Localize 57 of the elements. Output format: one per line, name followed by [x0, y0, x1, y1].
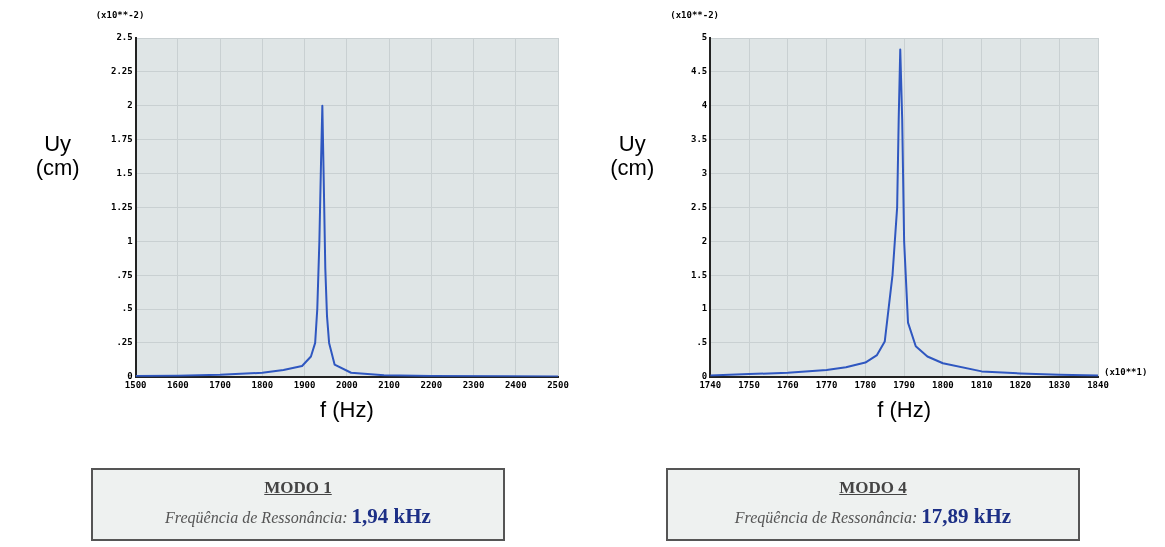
x-tick-label: 2400 [504, 379, 527, 390]
y-tick-label: 2 [127, 100, 133, 111]
y-axis-title: Uy (cm) [610, 131, 655, 181]
y-tick-label: .75 [116, 269, 133, 280]
y-tick-label: 4.5 [690, 66, 708, 77]
y-tick-label: 0 [701, 371, 708, 382]
text: MODO 4 [838, 478, 908, 498]
text: Freqüência de Ressonância: [734, 509, 918, 526]
x-tick-label: 1780 [854, 379, 877, 390]
x-tick-label: 1900 [293, 379, 316, 390]
text: (x10**1) [1104, 367, 1148, 378]
x-tick-label: 1830 [1048, 379, 1071, 390]
text: 17,89 kHz [921, 504, 1012, 528]
x-tick-label: 1600 [167, 379, 189, 390]
x-tick-label: 1840 [1087, 379, 1109, 390]
x-tick-label: 1770 [815, 379, 838, 390]
y-axis-title: Uy (cm) [35, 131, 80, 181]
x-tick-label: 1750 [738, 379, 760, 390]
x-axis-title: f (Hz) [877, 396, 932, 422]
y-tick-label: 2.5 [116, 32, 133, 43]
y-tick-label: .5 [121, 303, 133, 314]
x-tick-label: 2000 [335, 379, 358, 390]
x-tick-label: 2200 [420, 379, 443, 390]
y-tick-label: 0 [127, 371, 133, 382]
y-tick-label: 1.5 [116, 167, 133, 178]
x-tick-label: 1820 [1009, 379, 1032, 390]
x-tick-label: 1760 [776, 379, 799, 390]
y-tick-label: 3 [701, 167, 708, 178]
x-tick-label: 2300 [462, 379, 485, 390]
y-tick-label: 1.5 [690, 269, 708, 280]
y-tick-label: .5 [696, 337, 708, 348]
x-tick-label: 2100 [378, 379, 400, 390]
y-tick-label: 2 [701, 235, 708, 246]
text: Freqüência de Ressonância: [165, 509, 348, 526]
text: (x10**-2) [670, 10, 720, 21]
y-tick-label: 5 [701, 32, 708, 43]
y-tick-label: 4 [701, 100, 708, 111]
y-tick-label: 1.75 [110, 133, 133, 144]
y-tick-label: .25 [116, 337, 133, 348]
text: MODO 1 [263, 478, 333, 498]
text: (x10**-2) [95, 10, 145, 21]
x-tick-label: 1500 [124, 379, 147, 390]
y-tick-label: 2.5 [690, 201, 708, 212]
x-tick-label: 2500 [547, 379, 569, 390]
x-axis-title: f (Hz) [319, 396, 374, 422]
y-tick-label: 2.25 [110, 66, 133, 77]
x-tick-label: 1800 [251, 379, 274, 390]
y-tick-label: 1.25 [110, 201, 133, 212]
x-tick-label: 1700 [209, 379, 231, 390]
x-tick-label: 1800 [932, 379, 954, 390]
y-tick-label: 1 [127, 235, 133, 246]
text: 1,94 kHz [351, 504, 431, 528]
x-tick-label: 1790 [893, 379, 915, 390]
x-tick-label: 1810 [970, 379, 993, 390]
x-tick-label: 1740 [699, 379, 722, 390]
y-tick-label: 3.5 [690, 133, 708, 144]
y-tick-label: 1 [701, 303, 708, 314]
